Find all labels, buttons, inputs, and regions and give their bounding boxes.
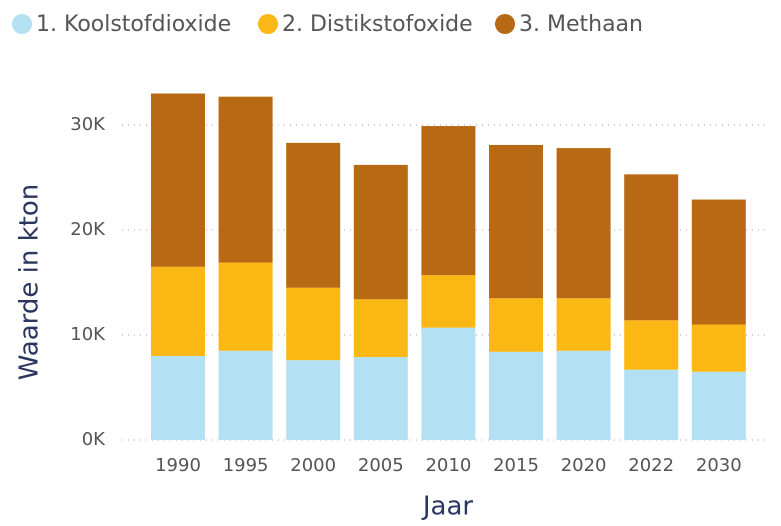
bar-segment bbox=[691, 199, 746, 325]
x-tick-label: 2030 bbox=[696, 455, 742, 476]
x-tick-label: 2005 bbox=[358, 455, 404, 476]
x-tick-label: 2000 bbox=[290, 455, 336, 476]
x-tick-label: 2020 bbox=[561, 455, 607, 476]
bar-segment bbox=[286, 142, 341, 288]
bar-segment bbox=[624, 320, 679, 370]
bar-segment bbox=[556, 148, 611, 299]
legend-marker bbox=[12, 14, 32, 34]
bar-segment bbox=[353, 357, 408, 440]
y-tick-label: 30K bbox=[70, 114, 106, 135]
bar-segment bbox=[353, 299, 408, 358]
bar-segment bbox=[286, 287, 341, 361]
y-tick-label: 20K bbox=[70, 219, 106, 240]
bar-segment bbox=[624, 174, 679, 321]
bar-segment bbox=[489, 144, 543, 299]
bar-segment bbox=[218, 96, 273, 263]
legend-label: 1. Koolstofdioxide bbox=[36, 12, 231, 37]
x-tick-label: 2010 bbox=[425, 455, 471, 476]
legend-label: 2. Distikstofoxide bbox=[282, 12, 473, 37]
bar-segment bbox=[421, 275, 476, 328]
bar-segment bbox=[556, 350, 611, 440]
bar-segment bbox=[489, 351, 543, 440]
x-axis-title: Jaar bbox=[421, 492, 474, 522]
bar-segment bbox=[286, 360, 341, 440]
bar-segment bbox=[421, 126, 476, 276]
bar-segment bbox=[556, 298, 611, 351]
y-axis-title: Waarde in kton bbox=[15, 184, 45, 381]
y-tick-label: 0K bbox=[82, 429, 106, 450]
legend-marker bbox=[495, 14, 515, 34]
legend-marker bbox=[258, 14, 278, 34]
bar-segment bbox=[624, 369, 679, 440]
bar-segment bbox=[218, 350, 273, 440]
legend-label: 3. Methaan bbox=[519, 12, 643, 37]
x-tick-label: 2015 bbox=[493, 455, 539, 476]
x-tick-label: 2022 bbox=[628, 455, 674, 476]
x-tick-label: 1990 bbox=[155, 455, 201, 476]
bar-segment bbox=[151, 356, 205, 440]
x-tick-label: 1995 bbox=[223, 455, 269, 476]
bar-segment bbox=[691, 371, 746, 440]
y-tick-label: 10K bbox=[70, 324, 106, 345]
bar-segment bbox=[489, 298, 543, 352]
bar-segment bbox=[218, 262, 273, 351]
bar-segment bbox=[353, 164, 408, 300]
bar-segment bbox=[151, 266, 205, 356]
bar-segment bbox=[421, 327, 476, 440]
bar-segment bbox=[691, 324, 746, 372]
bar-segment bbox=[151, 93, 205, 267]
